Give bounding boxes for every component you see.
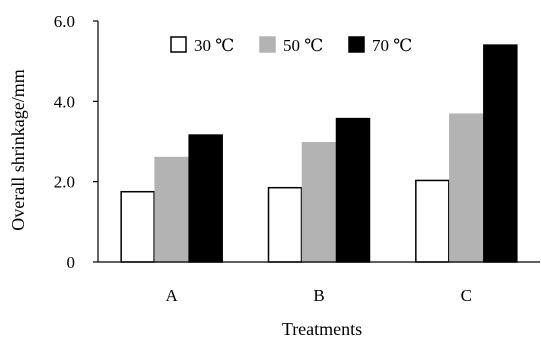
y-tick-label: 6.0 — [54, 12, 75, 31]
ticks-group: A B C 0 2.0 4.0 6.0 — [54, 12, 472, 305]
bars-group — [120, 44, 518, 263]
bar-c-series-1 — [415, 179, 450, 263]
bar-c-series-3 — [483, 44, 518, 263]
legend-label-2: 50 ℃ — [283, 36, 323, 55]
y-tick-label: 0 — [67, 253, 76, 272]
x-axis-title: Treatments — [282, 319, 362, 339]
legend-swatch-2 — [259, 36, 276, 53]
legend-swatch-1 — [170, 36, 187, 53]
legend-swatch-3 — [348, 36, 365, 53]
legend: 30 ℃ 50 ℃ 70 ℃ — [170, 36, 412, 55]
x-tick-label-c: C — [461, 286, 472, 305]
bar-a-series-2 — [154, 156, 189, 263]
bar-b-series-1 — [267, 186, 303, 263]
legend-label-1: 30 ℃ — [194, 36, 234, 55]
y-axis-title: Overall shrinkage/mm — [8, 69, 28, 230]
bar-c-series-2 — [449, 113, 484, 263]
bar-b-series-3 — [335, 117, 371, 263]
y-tick-label: 4.0 — [54, 92, 75, 111]
bar-b-series-2 — [301, 141, 337, 263]
axes-group — [97, 21, 540, 263]
bar-a-series-1 — [120, 190, 155, 263]
x-tick-label-b: B — [313, 286, 324, 305]
y-tick-label: 2.0 — [54, 173, 75, 192]
bar-a-series-3 — [188, 134, 223, 263]
x-tick-label-a: A — [166, 286, 179, 305]
legend-label-3: 70 ℃ — [372, 36, 412, 55]
